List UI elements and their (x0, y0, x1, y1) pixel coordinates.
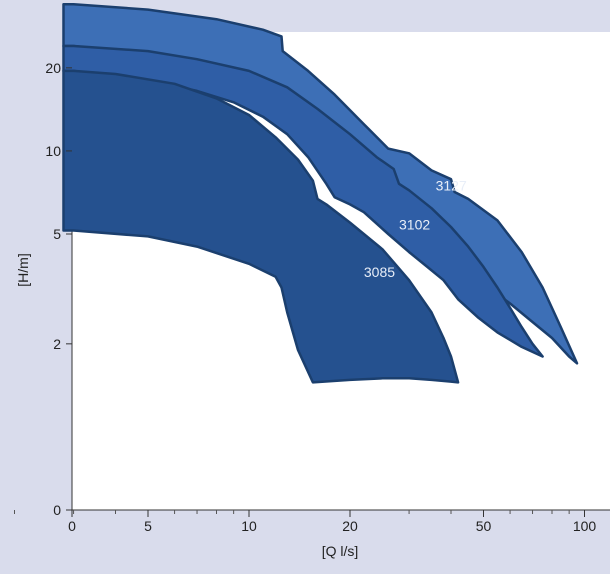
series-label-3127: 3127 (436, 177, 467, 193)
y-tick-label: 2 (53, 336, 61, 352)
series-area-3102 (62, 44, 544, 358)
tick-layer: 05102050100025102050 (13, 60, 597, 534)
y-tick-label: 0 (53, 502, 61, 518)
y-tick-label: 20 (45, 60, 61, 76)
y-tick-label: 5 (53, 226, 61, 242)
series-label-3102: 3102 (399, 216, 430, 232)
x-tick-label: 10 (241, 518, 257, 534)
series-area-3085 (62, 69, 460, 384)
y-axis-label: [H/m] (15, 253, 31, 286)
x-tick-label: 5 (144, 518, 152, 534)
x-tick-label: 50 (476, 518, 492, 534)
series-label-3085: 3085 (364, 264, 395, 280)
x-tick-label: 0 (68, 518, 76, 534)
y-tick-label: 10 (45, 143, 61, 159)
x-axis-label: [Q l/s] (322, 543, 359, 559)
x-tick-label: 20 (342, 518, 358, 534)
series-layer: 3127 3102 3085 (62, 2, 579, 384)
x-tick-label: 100 (573, 518, 597, 534)
